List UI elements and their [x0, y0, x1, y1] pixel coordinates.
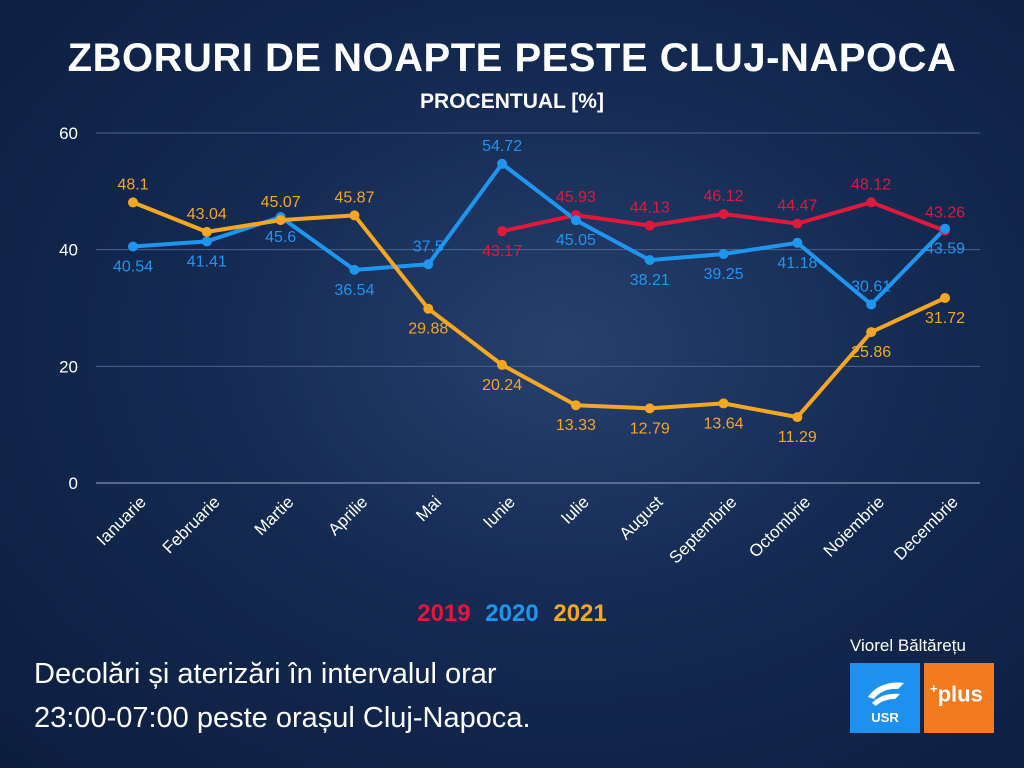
data-label-2021-1: 48.1 [117, 176, 148, 193]
x-tick-label-6: Iunie [479, 492, 519, 532]
x-tick-label-2: Februarie [159, 492, 224, 557]
point-2019-6 [497, 226, 508, 237]
data-label-2021-12: 31.72 [925, 310, 965, 327]
x-tick-label-5: Mai [412, 492, 445, 525]
legend-2021: 2021 [553, 600, 607, 627]
point-2021-9 [718, 398, 729, 409]
data-label-2021-4: 45.87 [334, 189, 374, 206]
point-2021-5 [423, 303, 434, 314]
plus-logo-text: +plus [930, 681, 983, 707]
line-chart: 0 20 40 60 Ianuarie Februarie Martie Aprilie Mai… [59, 124, 980, 567]
series-points [128, 158, 950, 423]
data-label-2019-8: 44.13 [630, 200, 670, 217]
y-tick-label-0: 0 [69, 474, 78, 493]
chart-title: ZBORURI DE NOAPTE PESTE CLUJ-NAPOCA [67, 36, 957, 80]
y-tick-label-60: 60 [59, 124, 78, 143]
point-2021-2 [201, 226, 212, 237]
point-2021-10 [792, 412, 803, 423]
plus-logo: +plus [924, 663, 994, 733]
data-label-2021-6: 20.24 [482, 377, 522, 394]
data-label-2019-12: 43.26 [925, 205, 965, 222]
point-2019-11 [866, 197, 877, 208]
point-2020-12 [940, 223, 950, 234]
point-2020-9 [718, 249, 729, 260]
point-2021-11 [866, 327, 877, 338]
point-2021-7 [570, 400, 581, 411]
data-label-2021-7: 13.33 [556, 417, 596, 434]
legend-2020: 2020 [485, 600, 539, 627]
data-label-2019-11: 48.12 [851, 176, 891, 193]
point-2019-8 [644, 220, 655, 231]
data-label-2020-6: 54.72 [482, 138, 522, 155]
data-label-2019-7: 45.93 [556, 189, 596, 206]
point-2021-1 [128, 197, 138, 208]
x-tick-label-10: Octombrie [745, 492, 814, 561]
data-label-2021-8: 12.79 [630, 420, 670, 437]
point-2020-5 [423, 259, 434, 270]
data-label-2020-3: 45.6 [265, 229, 296, 246]
x-tick-label-9: Septembrie [665, 492, 740, 567]
footnote: Decolări și aterizări în intervalul orar… [34, 652, 531, 740]
point-2019-9 [718, 208, 729, 219]
data-label-2020-8: 38.21 [630, 272, 670, 289]
point-2020-10 [792, 237, 803, 248]
footnote-line-1: Decolări și aterizări în intervalul orar [34, 658, 497, 690]
usr-logo-text: USR [871, 710, 899, 725]
data-label-2020-11: 30.61 [851, 278, 891, 295]
footnote-line-2: 23:00-07:00 peste orașul Cluj-Napoca. [34, 702, 531, 734]
x-tick-label-3: Martie [251, 492, 298, 539]
point-2019-10 [792, 218, 803, 229]
y-tick-label-40: 40 [59, 241, 78, 260]
x-tick-label-8: August [616, 492, 667, 543]
usr-logo: USR [850, 663, 920, 733]
usr-wing-icon [868, 682, 904, 706]
y-tick-label-20: 20 [59, 357, 78, 376]
data-label-2019-10: 44.47 [777, 198, 817, 215]
point-2020-7 [570, 215, 581, 226]
point-2020-4 [349, 264, 360, 275]
data-label-2021-3: 45.07 [261, 194, 301, 211]
x-tick-label-7: Iulie [557, 492, 592, 527]
point-2021-3 [275, 215, 286, 226]
data-label-2021-9: 13.64 [704, 415, 744, 432]
point-2020-8 [644, 255, 655, 266]
author-name: Viorel Băltărețu [850, 636, 966, 655]
x-tick-label-11: Noiembrie [820, 492, 888, 560]
data-label-2019-9: 46.12 [704, 188, 744, 205]
data-label-2021-11: 25.86 [851, 344, 891, 361]
point-2020-11 [866, 299, 877, 310]
legend-2019: 2019 [417, 600, 471, 627]
data-label-2020-2: 41.41 [187, 253, 227, 270]
data-label-2020-10: 41.18 [777, 255, 817, 272]
point-2021-12 [940, 292, 950, 303]
chart-subtitle: PROCENTUAL [%] [420, 90, 604, 113]
data-label-2019-6: 43.17 [482, 243, 522, 260]
data-label-2020-4: 36.54 [334, 282, 374, 299]
point-2021-8 [644, 403, 655, 414]
point-2020-2 [201, 236, 212, 247]
data-label-2020-9: 39.25 [704, 266, 744, 283]
data-label-2021-10: 11.29 [778, 429, 817, 446]
legend: 2019 2020 2021 [0, 600, 1024, 628]
data-label-2021-2: 43.04 [187, 206, 227, 223]
x-tick-label-12: Decembrie [890, 492, 962, 564]
axis-layer: 0 20 40 60 Ianuarie Februarie Martie Aprilie Mai… [59, 124, 962, 567]
data-label-2021-5: 29.88 [408, 321, 448, 338]
x-tick-label-1: Ianuarie [93, 492, 150, 549]
point-2021-4 [349, 210, 360, 221]
data-label-2020-12: 43.59 [925, 241, 965, 258]
point-2020-6 [497, 158, 508, 169]
series-lines [131, 161, 947, 420]
series-line-2021 [131, 200, 947, 420]
point-2021-6 [497, 359, 508, 370]
data-label-2020-5: 37.5 [413, 238, 444, 255]
x-tick-label-4: Aprilie [324, 492, 371, 539]
data-label-2020-1: 40.54 [113, 259, 153, 276]
data-labels: 43.17 45.93 44.13 46.12 44.47 48.12 43.26 40.54… [113, 138, 965, 446]
data-label-2020-7: 45.05 [556, 232, 596, 249]
grid-layer [96, 132, 980, 484]
point-2020-1 [128, 241, 138, 252]
series-line-2020 [131, 161, 947, 307]
